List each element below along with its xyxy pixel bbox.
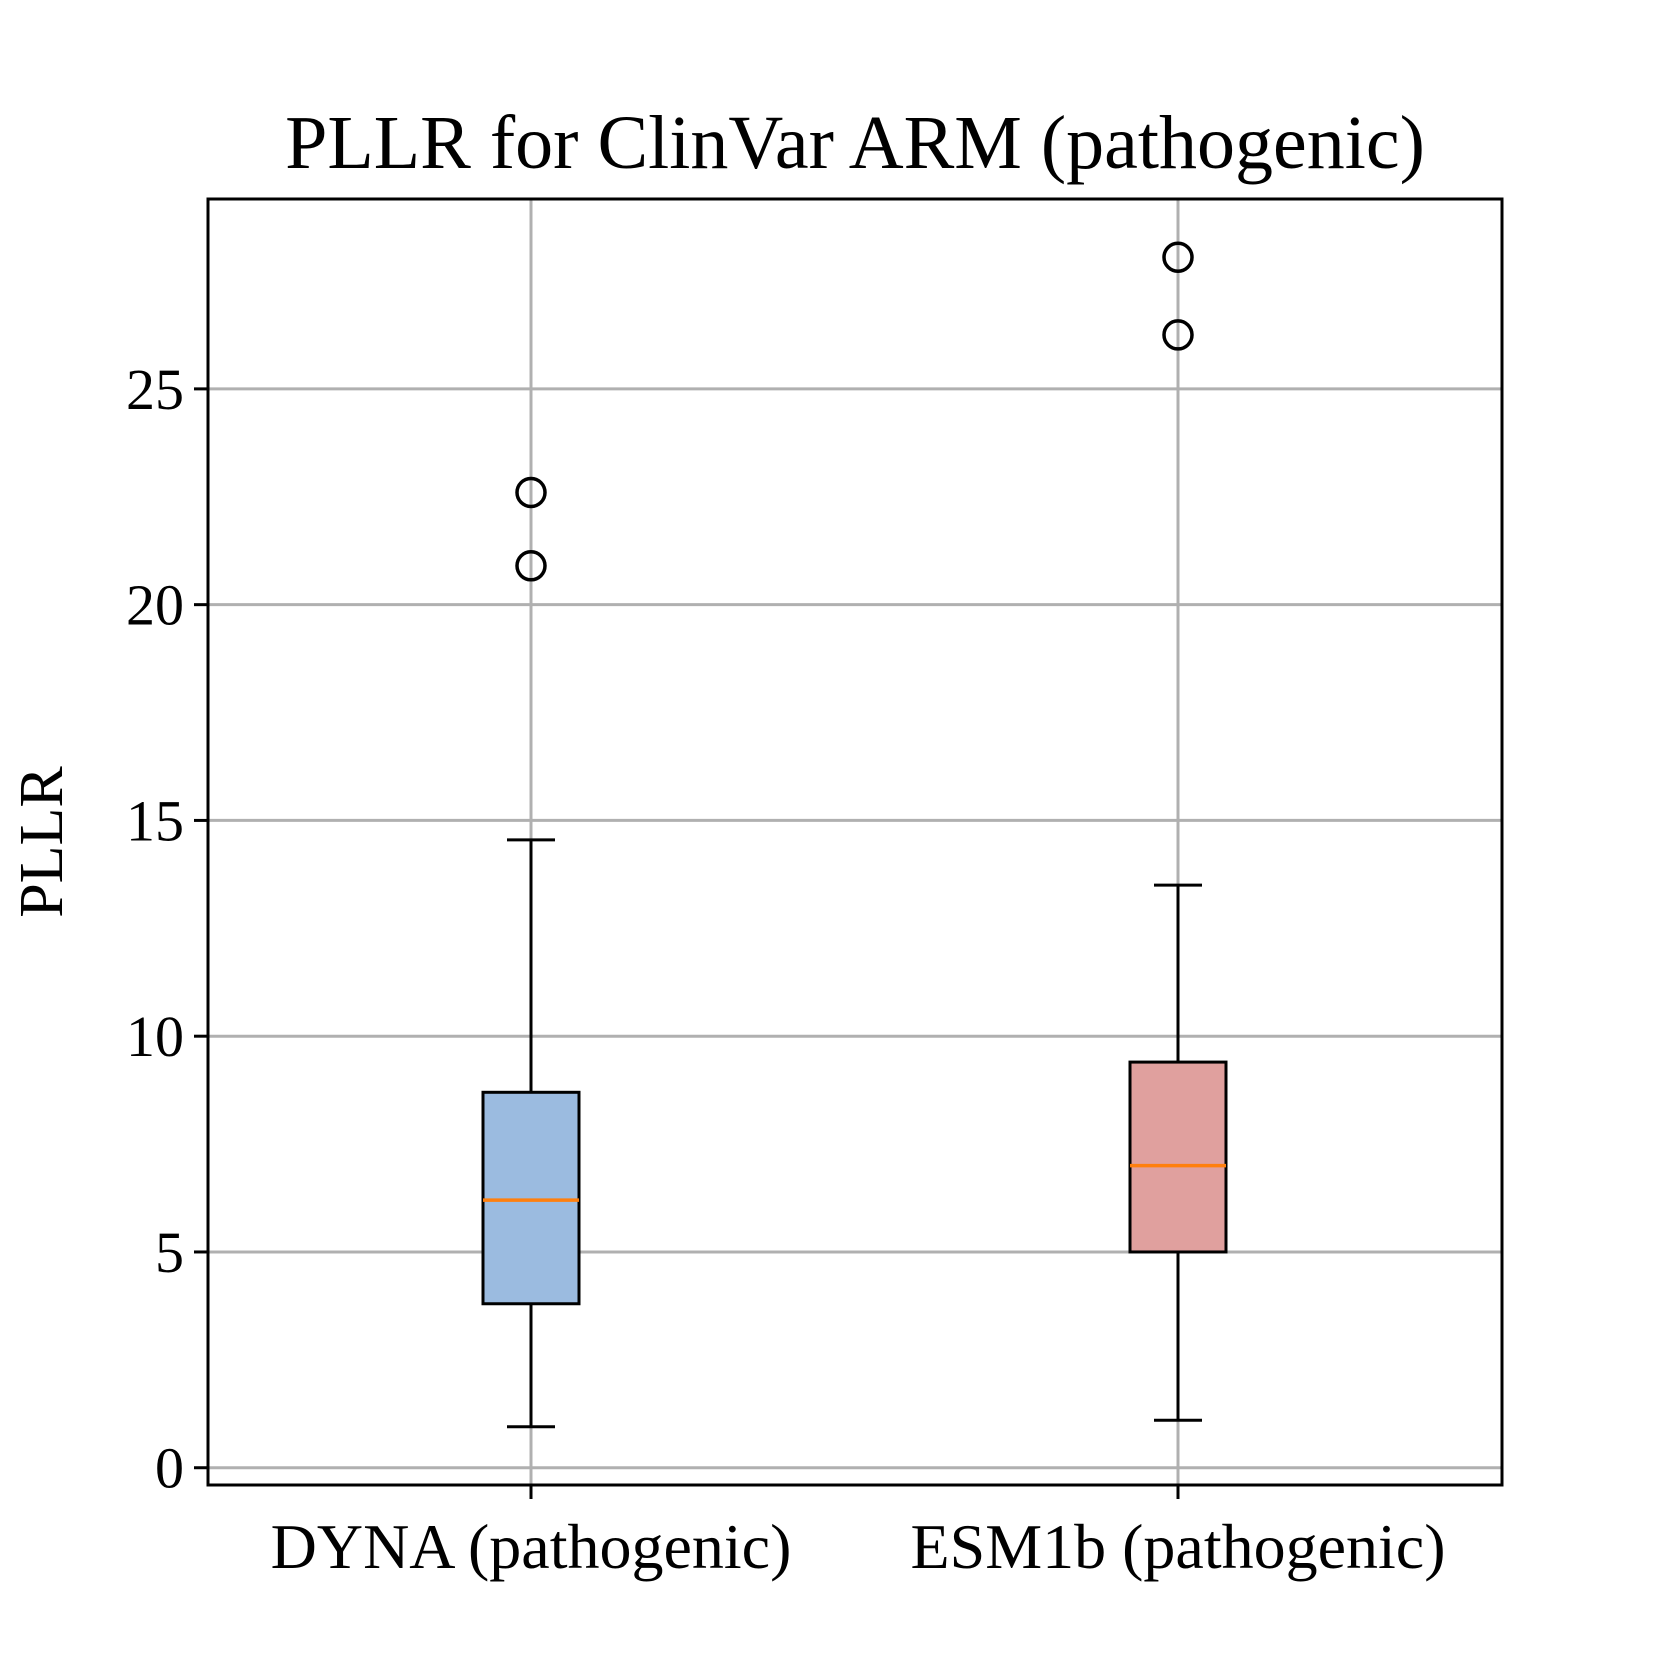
outlier-point (1162, 319, 1194, 351)
box-iqr (481, 1090, 581, 1306)
y-tick-label: 20 (126, 573, 184, 638)
x-category-label: ESM1b (pathogenic) (911, 1511, 1446, 1582)
grid-lines (208, 199, 1502, 1485)
boxplot-layer (481, 241, 1228, 1429)
box-group (1128, 241, 1228, 1422)
chart-title: PLLR for ClinVar ARM (pathogenic) (285, 101, 1425, 185)
y-axis-label: PLLR (8, 766, 76, 918)
y-tick-label: 5 (155, 1220, 184, 1285)
box-iqr (1128, 1060, 1228, 1254)
axis-ticks: 0 5 10 15 20 25 DYNA (pathogenic) ESM1b (pathog… (126, 357, 1446, 1582)
outlier-point (515, 476, 547, 509)
outlier-point (515, 550, 547, 582)
box-group (481, 476, 581, 1429)
y-tick-label: 0 (155, 1436, 184, 1501)
y-tick-label: 15 (126, 788, 184, 853)
outlier-point (1162, 241, 1194, 274)
plot-area-frame (206, 197, 1504, 1487)
y-tick-label: 25 (126, 357, 184, 422)
x-category-label: DYNA (pathogenic) (271, 1511, 792, 1582)
y-tick-label: 10 (126, 1004, 184, 1069)
